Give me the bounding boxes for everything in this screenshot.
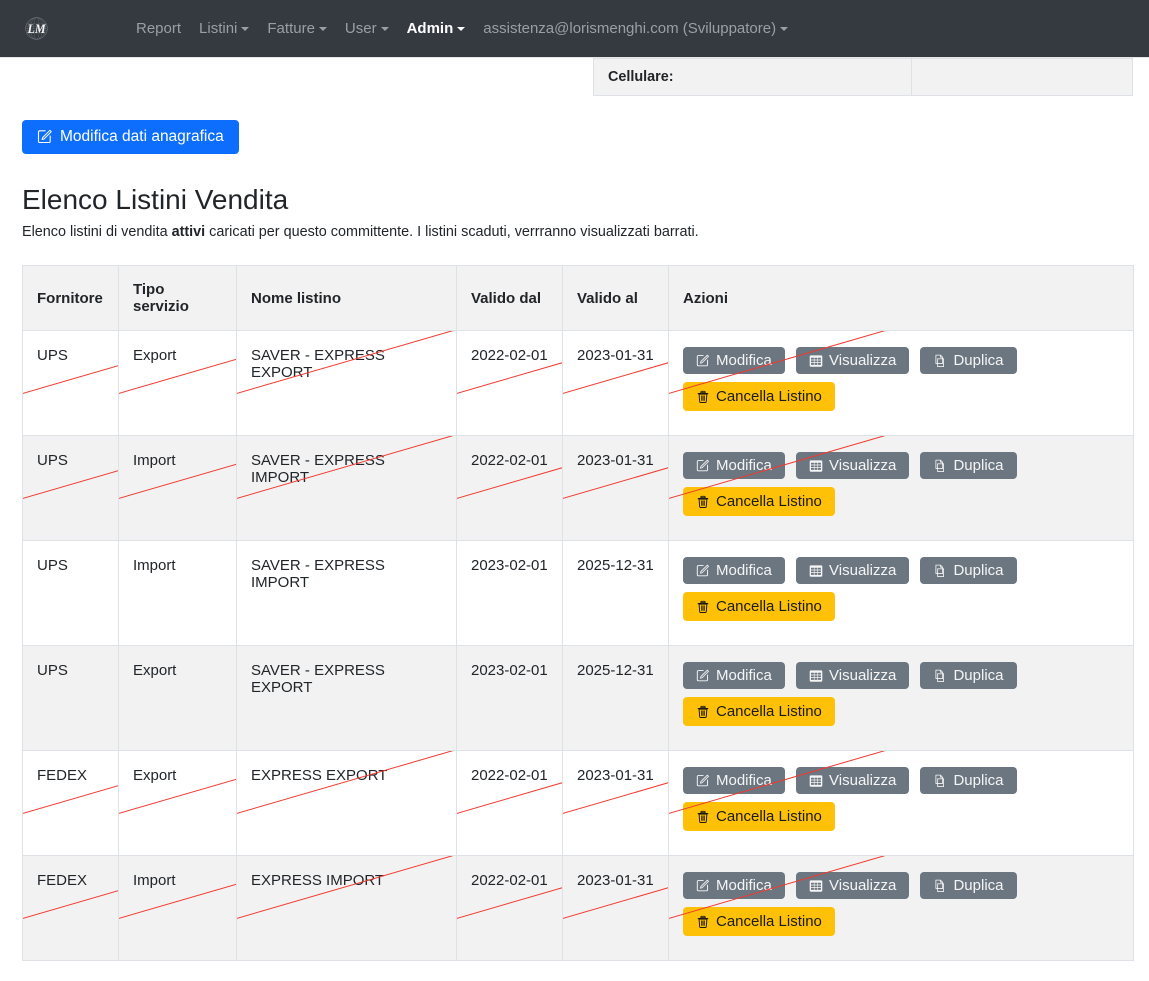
- svg-text:LM: LM: [26, 22, 46, 36]
